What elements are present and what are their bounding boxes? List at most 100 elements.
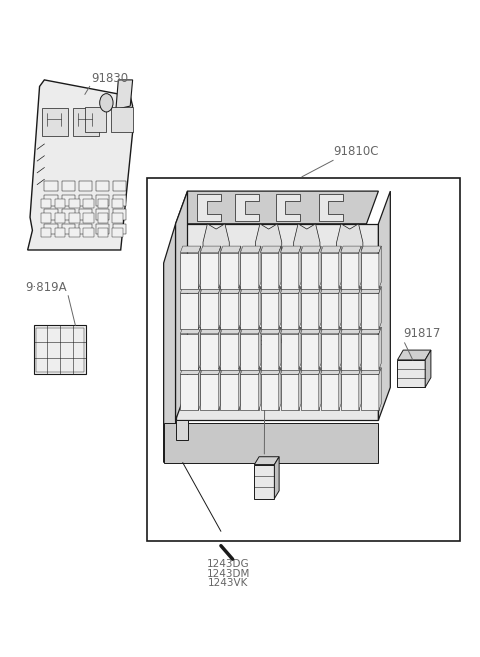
Text: 1243VK: 1243VK (208, 578, 248, 589)
Bar (361, 374, 379, 410)
Bar (84, 199, 94, 208)
Polygon shape (261, 286, 281, 293)
Bar (112, 214, 122, 223)
Polygon shape (176, 191, 188, 420)
Polygon shape (319, 368, 321, 410)
Bar (361, 334, 379, 370)
Bar (69, 199, 80, 208)
Polygon shape (116, 80, 132, 109)
Bar (40, 214, 51, 223)
Polygon shape (359, 327, 361, 370)
Bar (73, 108, 99, 135)
Text: 9·819A: 9·819A (25, 281, 67, 294)
Text: 91810C: 91810C (333, 145, 379, 158)
Polygon shape (200, 327, 221, 334)
Bar (220, 334, 239, 370)
Polygon shape (240, 246, 261, 252)
Polygon shape (321, 246, 341, 252)
Polygon shape (259, 286, 261, 329)
Polygon shape (339, 246, 341, 288)
Polygon shape (321, 368, 341, 374)
Polygon shape (379, 286, 381, 329)
Bar (361, 252, 379, 288)
Polygon shape (176, 224, 378, 420)
Bar (69, 228, 80, 237)
Bar (341, 374, 359, 410)
Polygon shape (299, 246, 301, 288)
Polygon shape (199, 286, 201, 329)
Bar (36, 328, 84, 372)
Circle shape (100, 94, 113, 112)
Polygon shape (336, 224, 363, 250)
Bar (79, 224, 92, 235)
Polygon shape (239, 368, 241, 410)
Bar (180, 374, 199, 410)
Bar (84, 228, 94, 237)
Polygon shape (176, 420, 188, 440)
Polygon shape (397, 350, 431, 360)
Bar (44, 181, 58, 191)
Bar (42, 108, 68, 135)
Polygon shape (319, 246, 321, 288)
Bar (341, 334, 359, 370)
Polygon shape (299, 286, 301, 329)
Bar (44, 195, 58, 206)
Bar (96, 195, 109, 206)
Polygon shape (294, 224, 320, 250)
Bar (112, 199, 122, 208)
Polygon shape (199, 246, 201, 288)
Polygon shape (361, 246, 381, 252)
Polygon shape (259, 327, 261, 370)
Polygon shape (279, 327, 281, 370)
Polygon shape (199, 327, 201, 370)
Polygon shape (425, 350, 431, 388)
Polygon shape (361, 286, 381, 293)
Polygon shape (254, 457, 279, 464)
Bar (200, 374, 218, 410)
Bar (281, 252, 299, 288)
Polygon shape (300, 246, 321, 252)
Polygon shape (341, 368, 361, 374)
Bar (321, 293, 339, 329)
Polygon shape (203, 224, 229, 250)
Bar (220, 293, 239, 329)
Bar (300, 252, 319, 288)
Bar (69, 214, 80, 223)
Bar (55, 214, 65, 223)
Bar (240, 252, 259, 288)
Polygon shape (239, 286, 241, 329)
Bar (321, 374, 339, 410)
Bar (261, 374, 279, 410)
Polygon shape (276, 194, 300, 221)
Polygon shape (339, 368, 341, 410)
Text: 91835A: 91835A (242, 335, 288, 454)
Bar (200, 293, 218, 329)
Polygon shape (220, 246, 241, 252)
Bar (79, 181, 92, 191)
Bar (281, 334, 299, 370)
Polygon shape (164, 224, 176, 463)
Text: 1243DM: 1243DM (206, 568, 250, 579)
Polygon shape (218, 327, 221, 370)
Bar (113, 181, 126, 191)
Bar (300, 334, 319, 370)
Bar (40, 199, 51, 208)
Bar (85, 107, 107, 132)
Bar (341, 252, 359, 288)
Bar (55, 199, 65, 208)
Bar (240, 374, 259, 410)
Polygon shape (218, 368, 221, 410)
Bar (220, 252, 239, 288)
Bar (111, 107, 132, 132)
Polygon shape (299, 327, 301, 370)
Bar (180, 334, 199, 370)
Bar (397, 360, 425, 388)
Bar (96, 181, 109, 191)
Bar (84, 214, 94, 223)
Polygon shape (259, 368, 261, 410)
Polygon shape (319, 286, 321, 329)
Polygon shape (239, 246, 241, 288)
Polygon shape (199, 368, 201, 410)
Polygon shape (200, 246, 221, 252)
Bar (44, 210, 58, 220)
